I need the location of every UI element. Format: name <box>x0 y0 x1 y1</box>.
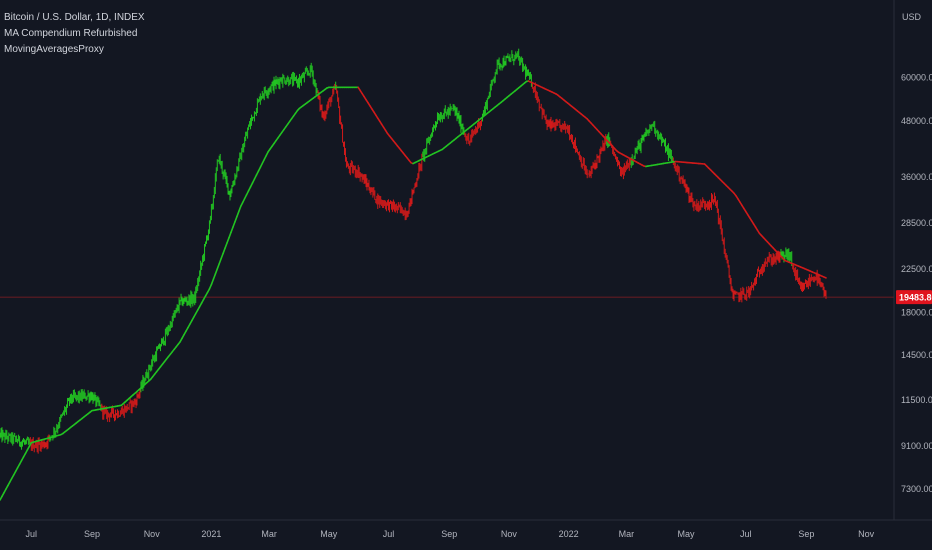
candles <box>0 48 827 454</box>
price-tick-label: 7300.00 <box>901 484 932 494</box>
price-tick-label: 28500.00 <box>901 218 932 228</box>
time-tick-label: Mar <box>261 529 277 539</box>
price-tick-label: 11500.00 <box>901 395 932 405</box>
price-tick-label: 48000.00 <box>901 116 932 126</box>
time-tick-label: Jul <box>740 529 752 539</box>
current-price-label: 19483.80 <box>899 293 932 303</box>
ma-segment <box>232 221 236 229</box>
price-axis-unit: USD <box>902 12 922 22</box>
ma-segment <box>218 257 222 265</box>
time-tick-label: May <box>320 529 338 539</box>
moving-average-line <box>0 80 827 501</box>
price-tick-label: 18000.00 <box>901 308 932 318</box>
time-axis[interactable]: Jul Sep Nov 2021 Mar May Jul Sep Nov 2022 Mar May Ju… <box>26 529 875 539</box>
price-tick-label: 36000.00 <box>901 172 932 182</box>
ma-segment <box>230 226 234 234</box>
legend-indicator-ma-compendium[interactable]: MA Compendium Refurbished <box>4 28 138 39</box>
ma-segment <box>210 278 215 286</box>
chart-legend: Bitcoin / U.S. Dollar, 1D, INDEX MA Comp… <box>4 10 145 58</box>
legend-indicator-moving-averages-proxy[interactable]: MovingAveragesProxy <box>4 44 104 55</box>
time-tick-label: 2022 <box>559 529 579 539</box>
price-axis[interactable]: 7300.00 9100.00 11500.00 14500.00 18000.00 22… <box>896 12 932 494</box>
legend-symbol[interactable]: Bitcoin / U.S. Dollar, 1D, INDEX <box>4 12 145 23</box>
ma-segment <box>234 216 238 223</box>
time-tick-label: Sep <box>798 529 814 539</box>
ma-segment <box>214 268 219 275</box>
price-tick-label: 22500.00 <box>901 264 932 274</box>
time-tick-label: Sep <box>441 529 457 539</box>
ma-segment <box>216 262 221 270</box>
ma-segment <box>222 247 226 255</box>
ma-segment <box>220 252 224 260</box>
time-tick-label: Mar <box>619 529 635 539</box>
ma-segment <box>224 242 228 249</box>
time-tick-label: Nov <box>501 529 518 539</box>
price-tick-label: 9100.00 <box>901 441 932 451</box>
price-tick-label: 60000.00 <box>901 72 932 82</box>
time-tick-label: Jul <box>383 529 395 539</box>
time-tick-label: 2021 <box>201 529 221 539</box>
time-tick-label: Nov <box>858 529 875 539</box>
ma-segment <box>226 236 230 244</box>
time-tick-label: Sep <box>84 529 100 539</box>
time-tick-label: May <box>677 529 695 539</box>
time-tick-label: Jul <box>26 529 38 539</box>
time-tick-label: Nov <box>144 529 161 539</box>
ma-segment <box>212 273 217 281</box>
ma-segment <box>823 276 827 279</box>
ma-segment <box>236 210 240 218</box>
current-price-tag: 19483.80 <box>896 290 932 305</box>
ma-segment <box>228 231 232 239</box>
ma-segment <box>238 205 242 213</box>
price-tick-label: 14500.00 <box>901 350 932 360</box>
plot-area[interactable] <box>0 48 894 501</box>
